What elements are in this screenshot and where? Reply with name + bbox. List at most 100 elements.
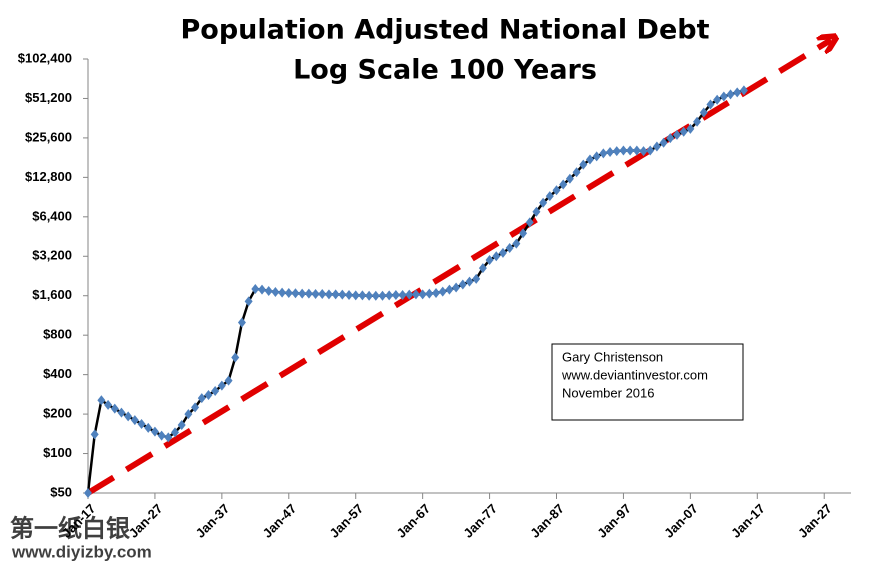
- data-point: [679, 126, 688, 137]
- chart-subtitle: Log Scale 100 Years: [293, 55, 597, 86]
- data-point: [171, 427, 180, 438]
- annotation: Gary Christenson: [562, 349, 663, 364]
- data-point: [425, 288, 434, 299]
- data-point: [191, 402, 200, 413]
- y-tick-label: $6,400: [32, 208, 72, 223]
- data-point: [713, 94, 722, 105]
- y-tick-label: $102,400: [18, 50, 72, 65]
- data-point: [345, 290, 354, 301]
- data-point: [371, 290, 380, 301]
- data-point: [498, 247, 507, 258]
- data-point: [378, 290, 387, 301]
- data-point: [97, 395, 106, 406]
- data-point: [231, 352, 240, 363]
- data-point: [565, 173, 574, 184]
- data-point: [398, 290, 407, 301]
- data-point: [659, 137, 668, 148]
- x-tick-label: Jan-07: [661, 501, 701, 541]
- y-tick-label: $3,200: [32, 248, 72, 263]
- data-point: [672, 129, 681, 140]
- data-point: [719, 91, 728, 102]
- data-point: [492, 251, 501, 262]
- data-point: [284, 287, 293, 298]
- watermark: www.diyizby.com: [11, 542, 152, 561]
- data-point: [150, 426, 159, 437]
- data-point: [278, 287, 287, 298]
- data-point: [686, 123, 695, 134]
- data-point: [324, 289, 333, 300]
- data-point: [733, 87, 742, 98]
- data-point: [405, 289, 414, 300]
- x-tick-label: Jan-57: [327, 501, 367, 541]
- data-point: [331, 289, 340, 300]
- data-point: [211, 386, 220, 397]
- data-point: [579, 159, 588, 170]
- data-point: [532, 206, 541, 217]
- data-point: [458, 279, 467, 290]
- x-tick-label: Jan-87: [527, 501, 567, 541]
- data-point: [478, 263, 487, 274]
- data-point: [311, 288, 320, 299]
- data-point: [365, 290, 374, 301]
- x-tick-label: Jan-47: [260, 501, 300, 541]
- data-point: [104, 399, 113, 410]
- data-point: [124, 411, 133, 422]
- data-point: [599, 148, 608, 159]
- data-point: [559, 179, 568, 190]
- data-point: [545, 191, 554, 202]
- data-point: [619, 145, 628, 156]
- data-point: [144, 422, 153, 433]
- data-point: [258, 284, 267, 295]
- annotation: November 2016: [562, 385, 655, 400]
- data-point: [385, 290, 394, 301]
- data-point: [271, 286, 280, 297]
- data-point: [237, 317, 246, 328]
- data-point: [693, 116, 702, 127]
- y-tick-label: $51,200: [25, 90, 72, 105]
- y-tick-label: $12,800: [25, 169, 72, 184]
- data-point: [646, 145, 655, 156]
- data-point: [298, 288, 307, 299]
- data-point: [164, 432, 173, 443]
- x-tick-label: Jan-17: [728, 501, 768, 541]
- chart-title: Population Adjusted National Debt: [181, 15, 710, 46]
- y-tick-label: $800: [43, 327, 72, 342]
- x-tick-label: Jan-67: [393, 501, 433, 541]
- y-tick-label: $100: [43, 445, 72, 460]
- annotation-box: [551, 343, 744, 421]
- data-point: [652, 141, 661, 152]
- data-point: [351, 290, 360, 301]
- data-point: [505, 243, 514, 254]
- y-tick-label: $1,600: [32, 287, 72, 302]
- data-point: [177, 420, 186, 431]
- data-point: [184, 409, 193, 420]
- data-point: [432, 287, 441, 298]
- data-point: [626, 145, 635, 156]
- data-point: [472, 273, 481, 284]
- data-point: [612, 146, 621, 157]
- data-point: [411, 289, 420, 300]
- data-point: [512, 238, 521, 249]
- data-point: [304, 288, 313, 299]
- data-point: [217, 380, 226, 391]
- data-point: [438, 286, 447, 297]
- y-tick-label: $50: [50, 484, 72, 499]
- data-point: [84, 488, 92, 498]
- data-point: [726, 89, 735, 100]
- x-tick-label: Jan-27: [795, 501, 835, 541]
- data-point: [391, 290, 400, 301]
- data-point: [666, 133, 675, 144]
- y-tick-label: $25,600: [25, 129, 72, 144]
- x-tick-label: Jan-77: [460, 501, 500, 541]
- data-point: [606, 146, 615, 157]
- y-tick-label: $400: [43, 366, 72, 381]
- data-point: [699, 107, 708, 118]
- data-point: [204, 389, 213, 400]
- data-point: [244, 296, 253, 307]
- data-point: [291, 288, 300, 299]
- data-point: [485, 254, 494, 265]
- x-tick-label: Jan-27: [126, 501, 166, 541]
- data-point: [445, 284, 454, 295]
- data-point: [585, 154, 594, 165]
